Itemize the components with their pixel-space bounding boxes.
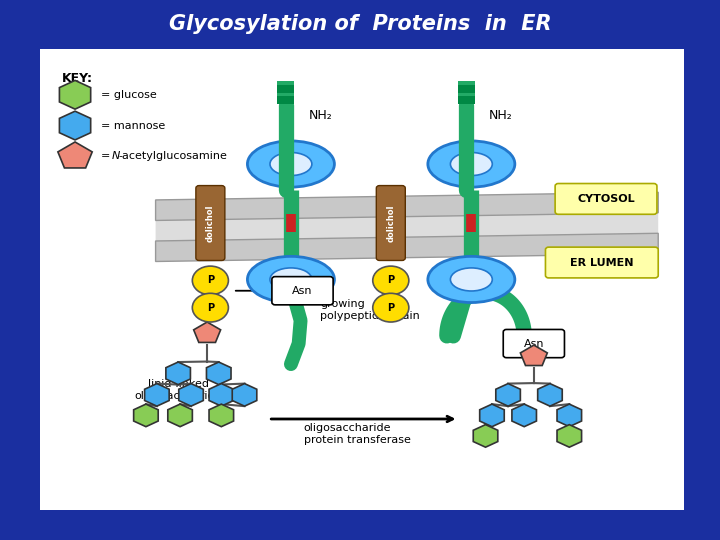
Polygon shape bbox=[134, 404, 158, 427]
Text: P: P bbox=[387, 302, 395, 313]
Text: dolichol: dolichol bbox=[387, 204, 395, 242]
Text: =: = bbox=[101, 151, 114, 161]
Bar bbox=[277, 92, 294, 96]
Text: N: N bbox=[112, 151, 120, 161]
Polygon shape bbox=[168, 404, 192, 427]
Text: Glycosylation of  Proteins  in  ER: Glycosylation of Proteins in ER bbox=[168, 14, 552, 35]
Polygon shape bbox=[58, 142, 92, 168]
Text: lipid-linked
oligosaccharide: lipid-linked oligosaccharide bbox=[135, 380, 222, 401]
FancyBboxPatch shape bbox=[555, 184, 657, 214]
Bar bbox=[458, 96, 474, 104]
Text: = mannose: = mannose bbox=[101, 120, 165, 131]
FancyBboxPatch shape bbox=[377, 186, 405, 260]
Polygon shape bbox=[209, 383, 233, 406]
Ellipse shape bbox=[428, 141, 515, 187]
Text: P: P bbox=[207, 275, 214, 286]
Bar bbox=[458, 92, 474, 96]
Text: growing
polypeptide chain: growing polypeptide chain bbox=[320, 299, 420, 321]
Text: Asn: Asn bbox=[292, 286, 312, 296]
Polygon shape bbox=[538, 383, 562, 406]
Circle shape bbox=[192, 293, 228, 322]
Polygon shape bbox=[156, 213, 658, 241]
FancyBboxPatch shape bbox=[196, 186, 225, 260]
Polygon shape bbox=[145, 383, 169, 406]
Ellipse shape bbox=[451, 268, 492, 291]
Polygon shape bbox=[207, 362, 231, 384]
Ellipse shape bbox=[428, 256, 515, 302]
Bar bbox=[277, 96, 294, 104]
Text: P: P bbox=[387, 275, 395, 286]
FancyBboxPatch shape bbox=[546, 247, 658, 278]
Polygon shape bbox=[60, 80, 91, 109]
Polygon shape bbox=[557, 404, 582, 427]
Polygon shape bbox=[194, 322, 220, 342]
Bar bbox=[277, 85, 294, 93]
Text: P: P bbox=[207, 302, 214, 313]
Text: ER LUMEN: ER LUMEN bbox=[570, 258, 634, 267]
Circle shape bbox=[192, 266, 228, 295]
Polygon shape bbox=[473, 424, 498, 447]
Polygon shape bbox=[156, 233, 658, 261]
Text: Asn: Asn bbox=[523, 339, 544, 349]
Text: KEY:: KEY: bbox=[62, 72, 93, 85]
Polygon shape bbox=[156, 192, 658, 220]
Polygon shape bbox=[179, 383, 203, 406]
Bar bbox=[458, 81, 474, 85]
Ellipse shape bbox=[248, 141, 334, 187]
Polygon shape bbox=[496, 383, 521, 406]
Polygon shape bbox=[557, 424, 582, 447]
FancyBboxPatch shape bbox=[272, 276, 333, 305]
Text: CYTOSOL: CYTOSOL bbox=[577, 194, 635, 204]
Bar bbox=[458, 85, 474, 93]
Text: oligosaccharide
protein transferase: oligosaccharide protein transferase bbox=[304, 423, 410, 445]
Text: NH₂: NH₂ bbox=[489, 109, 513, 122]
Polygon shape bbox=[166, 362, 190, 384]
Circle shape bbox=[373, 266, 409, 295]
Polygon shape bbox=[233, 383, 257, 406]
Polygon shape bbox=[512, 404, 536, 427]
Text: dolichol: dolichol bbox=[206, 204, 215, 242]
Ellipse shape bbox=[248, 256, 334, 302]
Text: -acetylglucosamine: -acetylglucosamine bbox=[118, 151, 227, 161]
Ellipse shape bbox=[270, 268, 312, 291]
FancyBboxPatch shape bbox=[503, 329, 564, 357]
Circle shape bbox=[373, 293, 409, 322]
Polygon shape bbox=[60, 111, 91, 140]
Polygon shape bbox=[521, 345, 547, 366]
Polygon shape bbox=[209, 404, 233, 427]
Polygon shape bbox=[480, 404, 504, 427]
Ellipse shape bbox=[270, 152, 312, 176]
Text: NH₂: NH₂ bbox=[308, 109, 332, 122]
Bar bbox=[277, 81, 294, 85]
Text: = glucose: = glucose bbox=[101, 90, 156, 100]
Ellipse shape bbox=[451, 152, 492, 176]
